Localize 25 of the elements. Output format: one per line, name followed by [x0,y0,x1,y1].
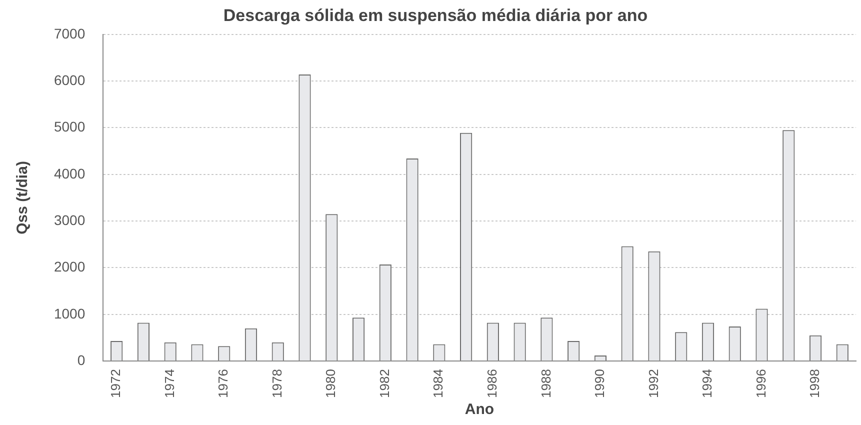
x-tick-label: 1990 [592,369,608,398]
y-axis-title: Qss (t/dia) [14,161,32,234]
y-tick-label: 1000 [54,305,86,322]
x-tick-label: 1976 [216,369,231,398]
x-tick-label: 1978 [269,369,284,398]
x-tick-label: 1994 [700,369,715,398]
chart-title: Descarga sólida em suspensão média diária por ano [223,6,648,25]
y-tick-label: 3000 [54,212,86,228]
x-tick-label: 1984 [430,369,446,398]
y-tick-label: 5000 [54,118,86,135]
x-tick-label: 1986 [484,369,500,398]
y-tick-label: 7000 [54,25,86,42]
x-axis-title: Ano [464,401,494,418]
x-tick-label: 1972 [108,369,124,398]
y-tick-label: 4000 [54,165,86,182]
x-tick-label: 1996 [753,369,768,398]
x-tick-label: 1974 [162,369,177,398]
x-tick-label: 1992 [646,369,661,398]
x-tick-label: 1982 [376,369,392,398]
y-tick-label: 0 [77,352,86,368]
x-tick-label: 1980 [323,369,338,398]
x-tick-label: 1998 [807,369,822,398]
x-tick-label: 1988 [538,369,554,398]
y-tick-label: 2000 [54,258,86,275]
y-tick-label: 6000 [54,72,86,88]
